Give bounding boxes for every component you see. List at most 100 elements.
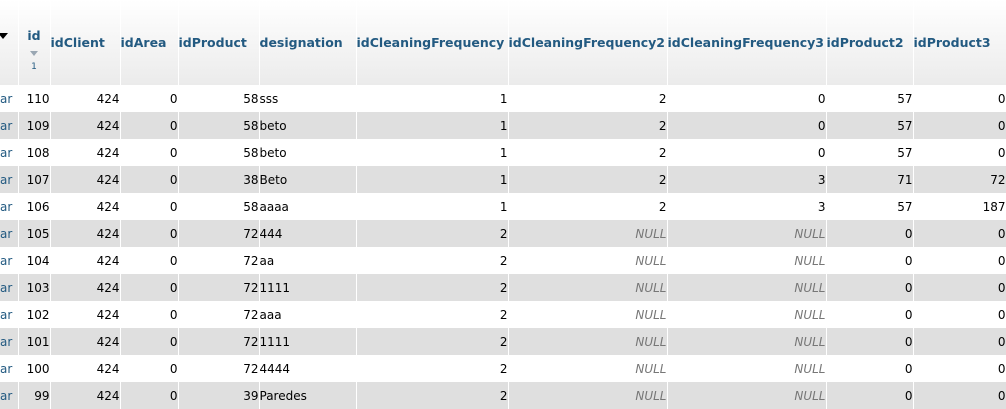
cell-idarea[interactable]: 0: [120, 274, 179, 301]
column-header-idproduct[interactable]: idProduct: [178, 0, 260, 85]
cell-idcleaningfrequency3[interactable]: 0: [667, 85, 827, 112]
cell-designation[interactable]: 1111: [259, 328, 357, 355]
cell-idclient[interactable]: 424: [50, 328, 121, 355]
cell-idarea[interactable]: 0: [120, 220, 179, 247]
row-action-link[interactable]: ar: [0, 85, 19, 112]
cell-idcleaningfrequency3[interactable]: 3: [667, 193, 827, 220]
cell-idcleaningfrequency3[interactable]: 0: [667, 112, 827, 139]
cell-idcleaningfrequency2[interactable]: NULL: [508, 220, 668, 247]
table-row[interactable]: ar 104 424 0 72 aa 2 NULL NULL 0 0: [0, 247, 1006, 274]
cell-id[interactable]: 105: [18, 220, 51, 247]
cell-idcleaningfrequency3[interactable]: 3: [667, 166, 827, 193]
cell-idarea[interactable]: 0: [120, 382, 179, 409]
column-header-idcleaningfrequency3[interactable]: idCleaningFrequency3: [667, 0, 827, 85]
cell-idproduct2[interactable]: 0: [826, 301, 914, 328]
cell-idcleaningfrequency3[interactable]: NULL: [667, 328, 827, 355]
table-row[interactable]: ar 100 424 0 72 4444 2 NULL NULL 0 0: [0, 355, 1006, 382]
row-action-link[interactable]: ar: [0, 382, 19, 409]
table-row[interactable]: ar 105 424 0 72 444 2 NULL NULL 0 0: [0, 220, 1006, 247]
cell-idproduct2[interactable]: 57: [826, 193, 914, 220]
cell-idarea[interactable]: 0: [120, 301, 179, 328]
cell-idcleaningfrequency[interactable]: 2: [356, 355, 509, 382]
cell-idclient[interactable]: 424: [50, 193, 121, 220]
cell-idcleaningfrequency[interactable]: 2: [356, 301, 509, 328]
cell-idcleaningfrequency2[interactable]: 2: [508, 139, 668, 166]
cell-idproduct2[interactable]: 0: [826, 274, 914, 301]
cell-idproduct2[interactable]: 0: [826, 328, 914, 355]
cell-idproduct[interactable]: 72: [178, 220, 260, 247]
cell-idproduct3[interactable]: 187: [913, 193, 1006, 220]
cell-idproduct3[interactable]: 0: [913, 247, 1006, 274]
cell-idproduct[interactable]: 58: [178, 112, 260, 139]
cell-idcleaningfrequency[interactable]: 2: [356, 247, 509, 274]
cell-idproduct[interactable]: 72: [178, 355, 260, 382]
cell-idclient[interactable]: 424: [50, 139, 121, 166]
column-header-idproduct2[interactable]: idProduct2: [826, 0, 914, 85]
cell-idcleaningfrequency3[interactable]: NULL: [667, 247, 827, 274]
cell-idcleaningfrequency3[interactable]: 0: [667, 139, 827, 166]
row-action-link[interactable]: ar: [0, 247, 19, 274]
row-action-link[interactable]: ar: [0, 139, 19, 166]
cell-idcleaningfrequency2[interactable]: 2: [508, 112, 668, 139]
cell-idarea[interactable]: 0: [120, 193, 179, 220]
cell-idcleaningfrequency2[interactable]: NULL: [508, 247, 668, 274]
table-row[interactable]: ar 106 424 0 58 aaaa 1 2 3 57 187: [0, 193, 1006, 220]
column-header-designation[interactable]: designation: [259, 0, 357, 85]
table-row[interactable]: ar 99 424 0 39 Paredes 2 NULL NULL 0 0: [0, 382, 1006, 409]
cell-idproduct[interactable]: 72: [178, 328, 260, 355]
cell-idarea[interactable]: 0: [120, 328, 179, 355]
cell-idproduct2[interactable]: 0: [826, 382, 914, 409]
cell-id[interactable]: 106: [18, 193, 51, 220]
cell-idproduct[interactable]: 58: [178, 139, 260, 166]
cell-idclient[interactable]: 424: [50, 274, 121, 301]
row-action-link[interactable]: ar: [0, 220, 19, 247]
cell-idproduct2[interactable]: 57: [826, 139, 914, 166]
cell-idclient[interactable]: 424: [50, 382, 121, 409]
table-row[interactable]: ar 107 424 0 38 Beto 1 2 3 71 72: [0, 166, 1006, 193]
cell-id[interactable]: 108: [18, 139, 51, 166]
cell-idarea[interactable]: 0: [120, 247, 179, 274]
cell-designation[interactable]: 4444: [259, 355, 357, 382]
cell-idproduct[interactable]: 58: [178, 85, 260, 112]
cell-idcleaningfrequency[interactable]: 1: [356, 166, 509, 193]
select-all-corner[interactable]: [0, 0, 19, 85]
cell-id[interactable]: 100: [18, 355, 51, 382]
cell-idproduct3[interactable]: 0: [913, 355, 1006, 382]
row-action-link[interactable]: ar: [0, 274, 19, 301]
cell-idcleaningfrequency3[interactable]: NULL: [667, 301, 827, 328]
column-header-idproduct3[interactable]: idProduct3: [913, 0, 1006, 85]
cell-idproduct3[interactable]: 0: [913, 112, 1006, 139]
cell-id[interactable]: 103: [18, 274, 51, 301]
cell-idcleaningfrequency2[interactable]: 2: [508, 166, 668, 193]
table-row[interactable]: ar 101 424 0 72 1111 2 NULL NULL 0 0: [0, 328, 1006, 355]
cell-idclient[interactable]: 424: [50, 220, 121, 247]
column-header-idclient[interactable]: idClient: [50, 0, 121, 85]
cell-idarea[interactable]: 0: [120, 112, 179, 139]
cell-idproduct3[interactable]: 0: [913, 301, 1006, 328]
cell-idproduct2[interactable]: 0: [826, 355, 914, 382]
cell-id[interactable]: 102: [18, 301, 51, 328]
cell-idproduct2[interactable]: 71: [826, 166, 914, 193]
cell-id[interactable]: 109: [18, 112, 51, 139]
cell-idcleaningfrequency2[interactable]: NULL: [508, 274, 668, 301]
cell-idcleaningfrequency3[interactable]: NULL: [667, 382, 827, 409]
cell-idcleaningfrequency2[interactable]: NULL: [508, 301, 668, 328]
cell-idcleaningfrequency[interactable]: 2: [356, 328, 509, 355]
cell-idcleaningfrequency[interactable]: 1: [356, 112, 509, 139]
cell-idclient[interactable]: 424: [50, 112, 121, 139]
cell-designation[interactable]: Beto: [259, 166, 357, 193]
cell-designation[interactable]: 1111: [259, 274, 357, 301]
table-row[interactable]: ar 103 424 0 72 1111 2 NULL NULL 0 0: [0, 274, 1006, 301]
cell-idclient[interactable]: 424: [50, 85, 121, 112]
cell-idclient[interactable]: 424: [50, 355, 121, 382]
column-header-idcleaningfrequency2[interactable]: idCleaningFrequency2: [508, 0, 668, 85]
cell-idclient[interactable]: 424: [50, 301, 121, 328]
cell-idproduct3[interactable]: 0: [913, 85, 1006, 112]
cell-idarea[interactable]: 0: [120, 355, 179, 382]
table-row[interactable]: ar 109 424 0 58 beto 1 2 0 57 0: [0, 112, 1006, 139]
cell-idcleaningfrequency2[interactable]: NULL: [508, 328, 668, 355]
table-row[interactable]: ar 110 424 0 58 sss 1 2 0 57 0: [0, 85, 1006, 112]
cell-idcleaningfrequency[interactable]: 2: [356, 274, 509, 301]
row-action-link[interactable]: ar: [0, 193, 19, 220]
row-action-link[interactable]: ar: [0, 166, 19, 193]
